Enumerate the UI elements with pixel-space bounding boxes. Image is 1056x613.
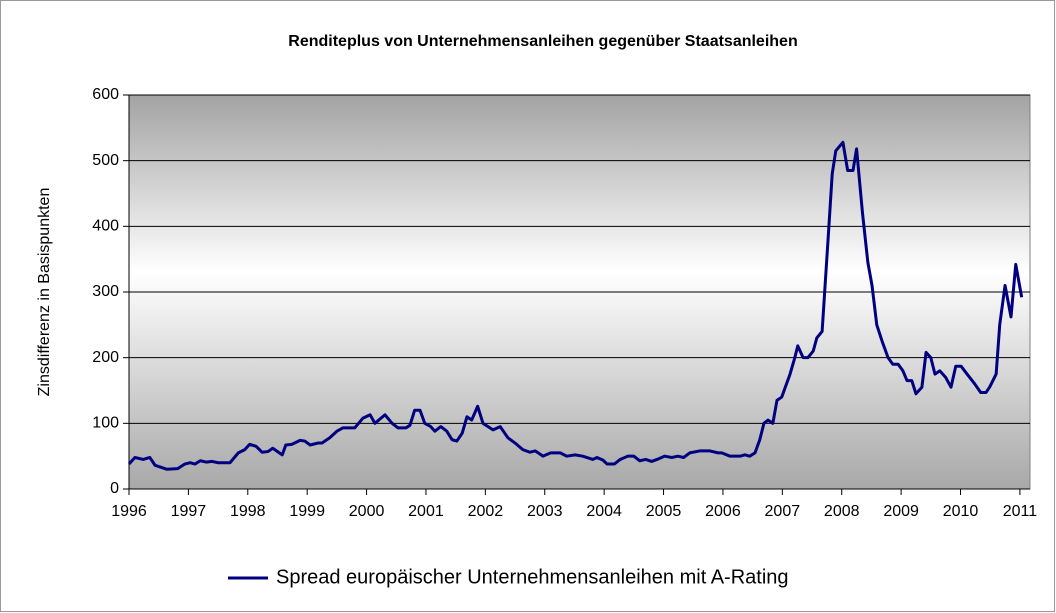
x-tick-label: 2010 <box>943 503 979 520</box>
y-tick-label: 100 <box>92 415 119 432</box>
x-tick-label: 2001 <box>408 503 444 520</box>
x-tick-label: 2004 <box>586 503 622 520</box>
y-tick-label: 0 <box>110 480 119 497</box>
legend-label: Spread europäischer Unternehmensanleihen… <box>276 566 789 588</box>
y-tick-label: 200 <box>92 349 119 366</box>
x-tick-label: 2011 <box>1003 503 1038 520</box>
x-tick-label: 2009 <box>883 503 919 520</box>
x-tick-label: 2008 <box>824 503 860 520</box>
y-tick-label: 600 <box>92 86 119 103</box>
x-tick-label: 1999 <box>289 503 325 520</box>
x-tick-label: 1996 <box>111 503 147 520</box>
chart-title: Renditeplus von Unternehmensanleihen geg… <box>288 33 797 50</box>
x-tick-label: 2005 <box>646 503 682 520</box>
x-tick-label: 2003 <box>527 503 563 520</box>
x-tick-label: 2000 <box>349 503 385 520</box>
x-tick-label: 1998 <box>230 503 266 520</box>
x-tick-label: 2002 <box>468 503 504 520</box>
y-tick-label: 400 <box>92 218 119 235</box>
x-tick-label: 1997 <box>171 503 207 520</box>
data-line <box>127 140 1024 471</box>
y-tick-label: 500 <box>92 152 119 169</box>
y-tick-label: 300 <box>92 283 119 300</box>
y-axis-label: Zinsdifferenz in Basispunkten <box>36 188 53 397</box>
x-tick-label: 2006 <box>705 503 741 520</box>
x-tick-label: 2007 <box>765 503 801 520</box>
